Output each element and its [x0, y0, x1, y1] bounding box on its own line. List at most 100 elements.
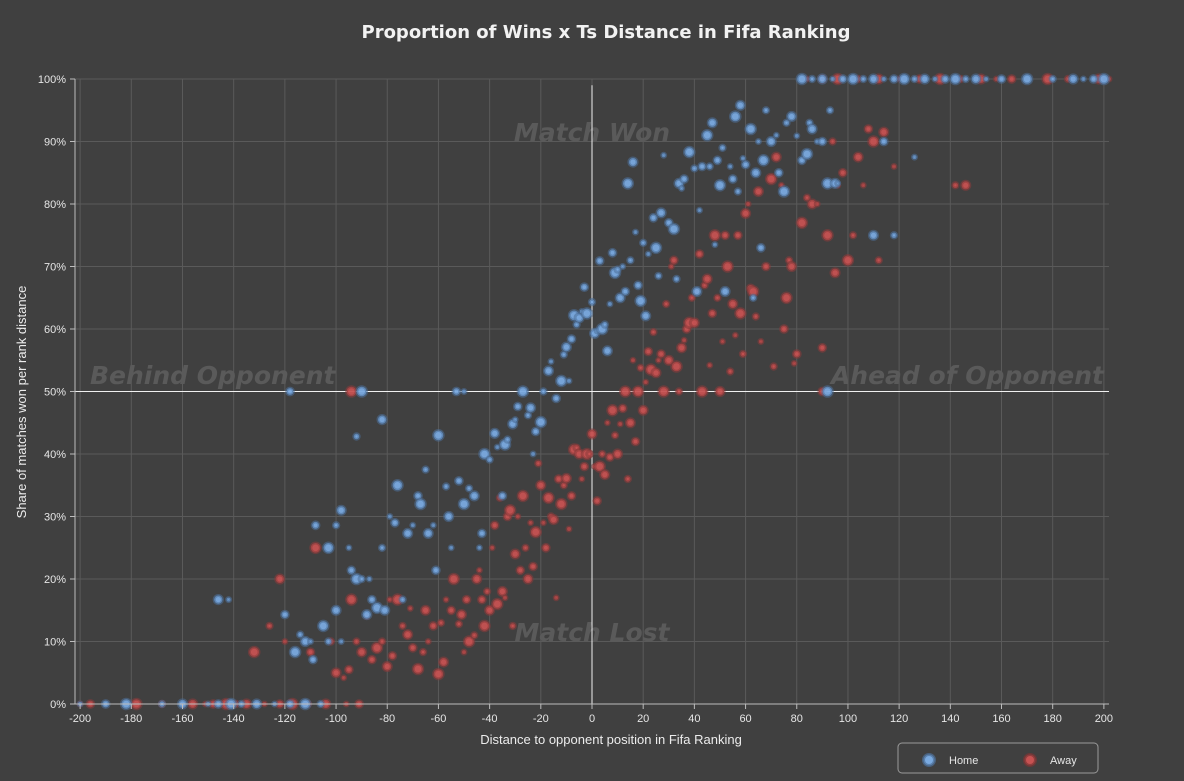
home-point[interactable] [889, 74, 899, 84]
away-point[interactable] [442, 596, 450, 604]
away-point[interactable] [548, 514, 560, 526]
home-point[interactable] [627, 156, 639, 168]
away-point[interactable] [438, 656, 450, 668]
away-point[interactable] [670, 360, 683, 373]
away-point[interactable] [721, 260, 734, 273]
away-point[interactable] [478, 619, 491, 633]
home-point[interactable] [485, 455, 494, 464]
home-point[interactable] [719, 285, 731, 298]
home-point[interactable] [679, 174, 689, 184]
home-point[interactable] [846, 72, 860, 86]
home-point[interactable] [757, 154, 770, 167]
home-point[interactable] [970, 73, 982, 85]
home-point[interactable] [911, 153, 918, 161]
home-point[interactable] [475, 544, 483, 552]
away-point[interactable] [454, 619, 464, 629]
home-point[interactable] [777, 185, 791, 198]
away-point[interactable] [802, 193, 812, 202]
home-point[interactable] [744, 122, 758, 136]
away-point[interactable] [541, 542, 551, 553]
away-point[interactable] [795, 216, 809, 230]
home-point[interactable] [700, 129, 714, 142]
home-point[interactable] [511, 416, 519, 424]
home-point[interactable] [634, 294, 647, 308]
home-point[interactable] [726, 163, 734, 170]
away-point[interactable] [578, 475, 586, 483]
home-point[interactable] [409, 521, 417, 529]
away-point[interactable] [552, 594, 560, 602]
home-point[interactable] [800, 147, 814, 161]
away-point[interactable] [447, 572, 461, 586]
away-point[interactable] [751, 312, 760, 321]
home-point[interactable] [489, 427, 501, 439]
away-point[interactable] [719, 338, 726, 345]
away-point[interactable] [701, 273, 713, 285]
home-point[interactable] [713, 179, 727, 192]
home-point[interactable] [837, 74, 848, 84]
away-point[interactable] [521, 543, 530, 552]
away-point[interactable] [386, 596, 394, 604]
home-point[interactable] [539, 387, 548, 396]
away-point[interactable] [330, 667, 342, 679]
away-point[interactable] [411, 662, 425, 676]
home-point[interactable] [1097, 72, 1111, 86]
home-point[interactable] [1048, 74, 1057, 84]
away-point[interactable] [535, 479, 547, 491]
away-point[interactable] [791, 349, 802, 359]
away-point[interactable] [859, 181, 867, 189]
away-point[interactable] [837, 167, 848, 178]
away-point[interactable] [878, 126, 890, 138]
away-point[interactable] [542, 491, 555, 505]
home-point[interactable] [402, 527, 414, 540]
away-point[interactable] [579, 461, 590, 472]
home-point[interactable] [733, 187, 743, 196]
away-point[interactable] [592, 496, 602, 506]
away-point[interactable] [593, 460, 607, 473]
home-point[interactable] [786, 110, 798, 123]
away-point[interactable] [309, 541, 322, 555]
home-point[interactable] [422, 527, 434, 540]
home-point[interactable] [697, 161, 707, 172]
legend-home-marker[interactable] [922, 753, 936, 767]
away-point[interactable] [757, 338, 765, 345]
away-point[interactable] [599, 469, 611, 481]
away-point[interactable] [852, 151, 864, 163]
home-point[interactable] [580, 307, 594, 320]
home-point[interactable] [460, 388, 468, 395]
away-point[interactable] [708, 229, 722, 242]
home-point[interactable] [996, 74, 1007, 84]
away-point[interactable] [475, 566, 483, 574]
away-point[interactable] [516, 489, 530, 503]
away-point[interactable] [752, 185, 765, 198]
away-point[interactable] [265, 621, 274, 631]
away-point[interactable] [813, 200, 821, 208]
away-point[interactable] [488, 544, 496, 552]
home-point[interactable] [606, 300, 614, 308]
home-point[interactable] [639, 238, 648, 248]
home-point[interactable] [649, 241, 663, 255]
home-point[interactable] [280, 609, 290, 620]
home-point[interactable] [310, 520, 321, 531]
home-point[interactable] [749, 293, 758, 302]
home-point[interactable] [212, 594, 224, 606]
away-point[interactable] [779, 324, 789, 334]
home-point[interactable] [931, 75, 939, 83]
away-point[interactable] [606, 404, 619, 417]
home-point[interactable] [322, 541, 335, 555]
home-point[interactable] [613, 265, 622, 274]
home-point[interactable] [308, 654, 318, 665]
home-point[interactable] [793, 132, 801, 140]
away-point[interactable] [420, 604, 432, 616]
home-point[interactable] [619, 263, 627, 270]
home-point[interactable] [317, 619, 330, 633]
home-point[interactable] [829, 75, 837, 83]
home-point[interactable] [690, 164, 699, 173]
home-point[interactable] [667, 222, 681, 236]
away-point[interactable] [560, 472, 573, 484]
home-point[interactable] [1020, 72, 1034, 86]
home-point[interactable] [1079, 75, 1087, 83]
legend-away-label[interactable]: Away [1050, 755, 1077, 767]
home-point[interactable] [441, 482, 451, 491]
away-point[interactable] [733, 230, 743, 241]
home-point[interactable] [587, 297, 597, 307]
